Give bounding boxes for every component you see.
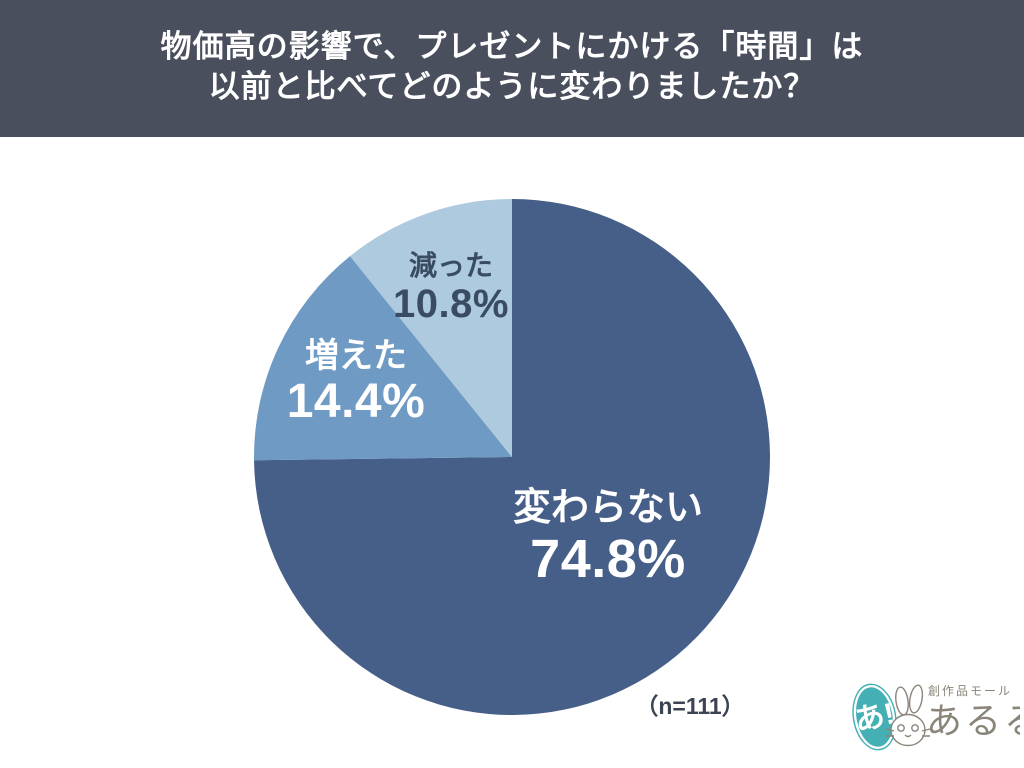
logo-bubble-icon: あ! bbox=[852, 683, 898, 751]
pie-slice-2 bbox=[350, 199, 512, 457]
segment-label: 減った bbox=[408, 250, 494, 281]
pie-label-no-change: 変わらない 74.8% bbox=[513, 486, 703, 588]
chart-title-line-1: 物価高の影響で、プレゼントにかける「時間」は bbox=[160, 29, 864, 64]
segment-value: 14.4% bbox=[286, 375, 426, 428]
logo-subtitle: 創作品モール bbox=[928, 684, 1012, 698]
pie-label-increased: 増えた 14.4% bbox=[287, 337, 426, 428]
title-banner: 物価高の影響で、プレゼントにかける「時間」は 以前と比べてどのように変わりました… bbox=[0, 0, 1024, 137]
brand-logo: あ! 創作品モール あるる bbox=[852, 683, 1020, 751]
pie-chart bbox=[254, 199, 770, 715]
sample-size-note: （n=111） bbox=[635, 693, 745, 719]
segment-label: 増えた bbox=[304, 337, 407, 375]
pie-slice-0 bbox=[254, 199, 770, 715]
pie-label-decreased: 減った 10.8% bbox=[393, 250, 509, 326]
segment-label: 変わらない bbox=[512, 487, 704, 529]
segment-value: 10.8% bbox=[393, 282, 509, 326]
pie-slice-1 bbox=[254, 256, 512, 461]
segment-value: 74.8% bbox=[530, 529, 686, 589]
rabbit-icon bbox=[885, 684, 931, 747]
chart-title-line-2: 以前と比べてどのように変わりましたか？ bbox=[208, 69, 816, 104]
logo-wordmark: あるる bbox=[926, 700, 1020, 741]
logo-bubble-text: あ! bbox=[852, 697, 898, 738]
